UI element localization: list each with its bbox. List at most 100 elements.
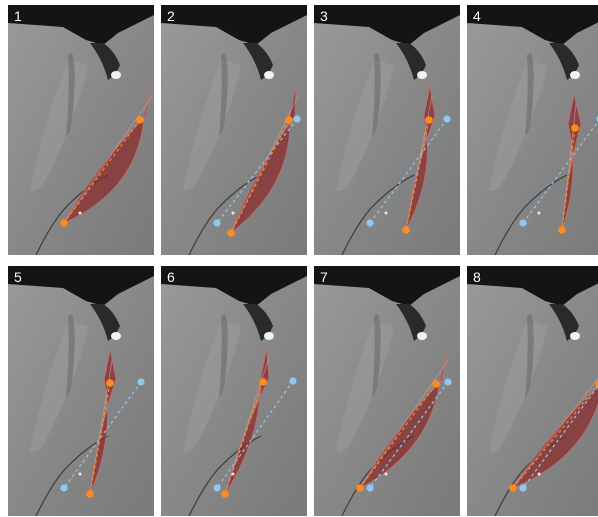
body-highlight xyxy=(264,332,274,340)
reference-dashed-line xyxy=(216,118,298,224)
hinge-marker xyxy=(106,379,114,387)
reference-dashed-line xyxy=(216,380,294,489)
reference-dashed-line xyxy=(369,381,449,489)
frame-panel: 6 xyxy=(161,266,307,516)
panel-number-label: 7 xyxy=(320,269,328,285)
reference-tip-marker xyxy=(519,484,527,492)
camera-rig xyxy=(314,266,460,306)
frame-photo xyxy=(161,266,307,516)
frame-panel: 5 xyxy=(8,266,154,516)
tracked-dashed-line xyxy=(512,384,598,489)
camera-rig xyxy=(161,266,307,306)
photo-background xyxy=(8,266,154,516)
reference-tip-marker xyxy=(60,484,68,492)
leg-shadow xyxy=(219,314,228,396)
frame-photo xyxy=(314,266,460,516)
tip-marker xyxy=(356,484,364,492)
leg-shadow xyxy=(66,314,75,396)
tip-marker xyxy=(558,226,566,234)
insect-body xyxy=(243,304,273,341)
tip-marker xyxy=(402,226,410,234)
reference-tip-marker xyxy=(519,219,527,227)
panel-number-label: 1 xyxy=(14,8,22,24)
tip-marker xyxy=(86,490,94,498)
panel-number-label: 5 xyxy=(14,269,22,285)
leg-shadow xyxy=(525,53,534,135)
speck xyxy=(231,472,235,476)
frame-panel: 3 xyxy=(314,5,460,255)
speck xyxy=(384,211,388,215)
reference-tip-marker xyxy=(366,219,374,227)
reference-hinge-marker xyxy=(444,378,452,386)
leg-shadow xyxy=(66,53,75,135)
body-highlight xyxy=(570,71,580,79)
panel-number-label: 2 xyxy=(167,8,175,24)
panel-number-label: 3 xyxy=(320,8,328,24)
reference-dashed-line xyxy=(522,385,598,489)
speck xyxy=(231,211,235,215)
insect-body xyxy=(243,43,273,80)
frame-photo xyxy=(314,5,460,255)
insect-body xyxy=(396,43,426,80)
insect-body xyxy=(90,304,120,341)
hinge-marker xyxy=(595,380,598,388)
reference-hinge-marker xyxy=(289,377,297,385)
camera-rig xyxy=(161,5,307,45)
tracked-dashed-line xyxy=(224,381,264,495)
tip-marker xyxy=(227,229,235,237)
tracked-dashed-line xyxy=(561,127,576,231)
reference-hinge-marker xyxy=(443,115,451,123)
insect-body xyxy=(549,43,579,80)
body-highlight xyxy=(264,71,274,79)
frame-photo xyxy=(161,5,307,255)
tracked-dashed-line xyxy=(89,382,111,495)
reference-tip-marker xyxy=(366,484,374,492)
camera-rig xyxy=(8,266,154,306)
frame-panel: 2 xyxy=(161,5,307,255)
speck xyxy=(537,211,541,215)
support-wire xyxy=(341,174,415,255)
frame-photo xyxy=(8,266,154,516)
panel-number-label: 8 xyxy=(473,269,481,285)
tip-marker xyxy=(221,490,229,498)
body-highlight xyxy=(417,332,427,340)
hinge-marker xyxy=(425,116,433,124)
wing-vein xyxy=(512,377,598,489)
tip-marker xyxy=(60,219,68,227)
camera-rig xyxy=(467,266,598,306)
hinge-marker xyxy=(136,116,144,124)
speck xyxy=(78,211,82,215)
speck xyxy=(384,472,388,476)
support-wire xyxy=(35,435,109,516)
insect-body xyxy=(549,304,579,341)
frame-photo xyxy=(467,5,598,255)
photo-background xyxy=(314,5,460,255)
camera-rig xyxy=(8,5,154,45)
hinge-marker xyxy=(259,378,267,386)
reference-hinge-marker xyxy=(137,378,145,386)
panel-number-label: 6 xyxy=(167,269,175,285)
insect-body xyxy=(90,43,120,80)
speck xyxy=(78,472,82,476)
body-highlight xyxy=(111,71,121,79)
frame-panel: 8 xyxy=(467,266,598,516)
frame-photo xyxy=(467,266,598,516)
body-highlight xyxy=(111,332,121,340)
tip-marker xyxy=(509,484,517,492)
leg-shadow xyxy=(525,314,534,396)
tracked-dashed-line xyxy=(405,119,430,231)
reference-dashed-line xyxy=(63,381,142,489)
hinge-marker xyxy=(571,124,579,132)
hinge-marker xyxy=(285,116,293,124)
body-highlight xyxy=(570,332,580,340)
leg-shadow xyxy=(372,53,381,135)
frame-panel: 1 xyxy=(8,5,154,255)
speck xyxy=(537,472,541,476)
reference-hinge-marker xyxy=(293,115,301,123)
reference-tip-marker xyxy=(213,219,221,227)
camera-rig xyxy=(467,5,598,45)
frame-panel: 4 xyxy=(467,5,598,255)
support-wire xyxy=(494,174,568,255)
insect-body xyxy=(396,304,426,341)
body-highlight xyxy=(417,71,427,79)
